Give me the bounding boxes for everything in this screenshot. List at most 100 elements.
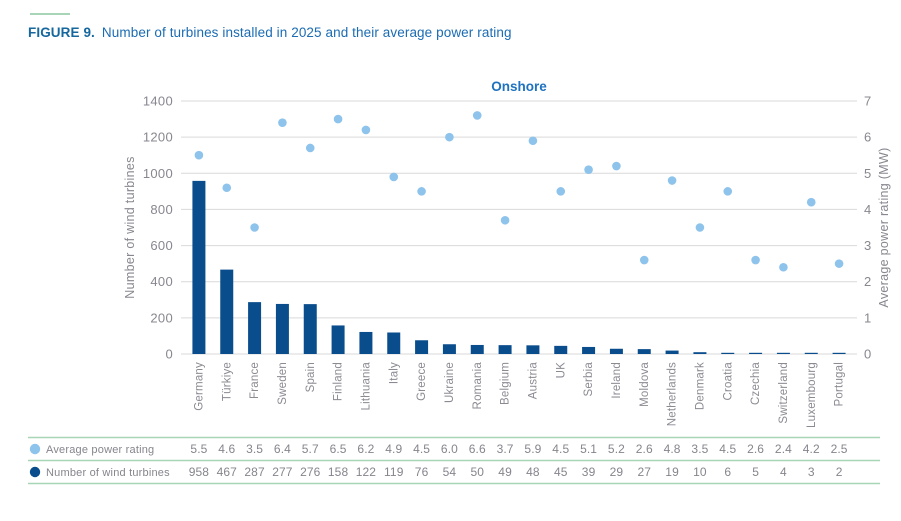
category-label: Moldova — [639, 362, 651, 407]
category-label: Austria — [527, 362, 539, 400]
legend-value: 6.0 — [441, 442, 458, 456]
legend-value: 6.2 — [357, 442, 374, 456]
legend-value: 119 — [384, 465, 404, 479]
legend-value: 4.8 — [664, 442, 681, 456]
data-point — [751, 255, 760, 265]
data-point — [278, 118, 287, 127]
legend-value: 29 — [610, 465, 624, 479]
data-point — [556, 187, 566, 196]
data-point — [779, 262, 788, 272]
data-point — [695, 223, 705, 232]
chart-title: Onshore — [491, 79, 547, 94]
legend-value: 122 — [356, 465, 377, 479]
bar — [609, 348, 623, 354]
left-axis-tick-label: 800 — [150, 202, 173, 217]
legend-value: 10 — [693, 465, 707, 479]
category-label: Ireland — [611, 362, 623, 399]
legend-value: 50 — [470, 465, 484, 479]
bar — [832, 352, 846, 354]
category-label: Netherlands — [667, 362, 679, 426]
data-point — [528, 136, 538, 146]
bar — [303, 304, 317, 354]
data-point — [445, 132, 454, 142]
legend-value: 276 — [300, 465, 321, 479]
category-label: UK — [555, 362, 567, 379]
bar — [470, 344, 484, 354]
left-axis-tick-label: 0 — [165, 347, 173, 362]
right-axis-tick-label: 4 — [864, 202, 872, 217]
data-point — [194, 150, 204, 160]
category-label: Czechia — [750, 362, 762, 405]
data-point — [612, 161, 621, 171]
category-label: Germany — [193, 362, 205, 411]
category-label: Romania — [472, 362, 484, 410]
bar — [776, 352, 790, 354]
legend-marker-average-power-rating — [29, 443, 41, 455]
legend-value: 39 — [582, 465, 596, 479]
data-point — [389, 172, 399, 182]
right-axis-tick-label: 2 — [864, 274, 872, 289]
bar — [442, 344, 456, 354]
left-axis-tick-label: 1200 — [143, 130, 173, 145]
right-axis-tick-label: 0 — [864, 347, 872, 362]
legend-value: 5 — [752, 465, 759, 479]
bar — [387, 332, 401, 354]
legend-value: 2.6 — [747, 442, 764, 456]
legend-value: 45 — [554, 465, 568, 479]
legend-value: 6 — [724, 465, 731, 479]
category-label: Denmark — [694, 362, 706, 410]
data-point — [639, 255, 649, 265]
data-point — [500, 215, 510, 225]
bar — [275, 303, 289, 354]
legend-value: 3.7 — [497, 442, 514, 456]
legend-value: 6.4 — [274, 442, 291, 456]
legend-value: 27 — [637, 465, 651, 479]
legend-value: 4.6 — [218, 442, 235, 456]
right-axis-tick-label: 3 — [864, 238, 872, 253]
bar — [248, 302, 262, 354]
figure-title: Number of turbines installed in 2025 and… — [101, 25, 512, 40]
category-label: Belgium — [500, 362, 512, 405]
data-point — [667, 176, 677, 185]
right-axis-tick-label: 5 — [864, 166, 872, 181]
category-label: Serbia — [583, 362, 595, 397]
legend-value: 6.5 — [330, 442, 347, 456]
category-label: Italy — [388, 362, 400, 384]
left-axis-tick-label: 200 — [150, 310, 173, 325]
bar — [582, 346, 596, 354]
legend-value: 76 — [415, 465, 429, 479]
data-point — [417, 187, 426, 196]
legend-value: 5.1 — [580, 442, 597, 456]
category-label: France — [249, 362, 261, 399]
legend-value: 4 — [780, 465, 787, 479]
bar — [331, 325, 345, 354]
right-axis-title: Average power rating (MW) — [877, 147, 891, 307]
right-axis-tick-label: 1 — [864, 310, 872, 325]
right-axis-tick-label: 6 — [864, 130, 872, 145]
legend-marker-number-of-turbines — [29, 466, 41, 478]
data-point — [472, 111, 482, 120]
data-point — [250, 223, 259, 232]
legend-value: 5.9 — [524, 442, 541, 456]
bar — [637, 349, 651, 354]
legend-value: 54 — [443, 465, 457, 479]
bar — [554, 345, 568, 354]
left-axis-tick-label: 1000 — [143, 166, 173, 181]
legend-value: 5.2 — [608, 442, 625, 456]
left-axis-title: Number of wind turbines — [123, 156, 137, 298]
data-point — [361, 125, 371, 135]
legend-value: 3 — [808, 465, 815, 479]
legend-value: 2.6 — [636, 442, 653, 456]
legend-value: 49 — [498, 465, 512, 479]
legend-value: 467 — [217, 465, 238, 479]
data-point — [222, 183, 232, 193]
left-axis-tick-label: 600 — [150, 238, 173, 253]
category-label: Portugal — [834, 362, 846, 406]
category-label: Switzerland — [778, 362, 790, 424]
figure-label: FIGURE 9. — [28, 25, 95, 40]
legend-value: 4.5 — [413, 442, 430, 456]
bar — [415, 340, 429, 354]
legend-value: 4.2 — [803, 442, 820, 456]
data-point — [333, 114, 343, 124]
legend-value: 2.4 — [775, 442, 792, 456]
